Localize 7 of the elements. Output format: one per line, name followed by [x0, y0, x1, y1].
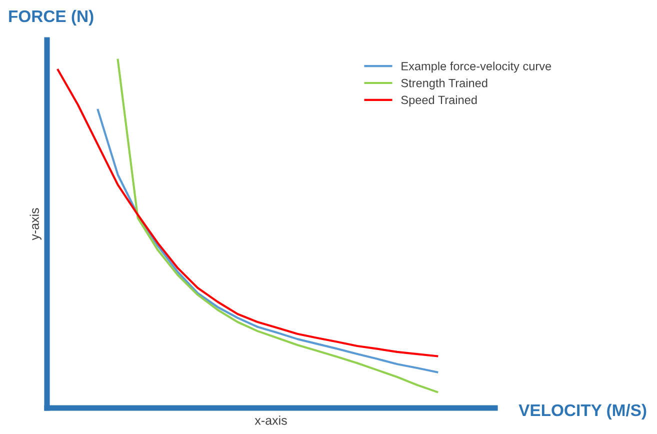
chart-title: FORCE (N) — [9, 10, 94, 26]
legend-label: Strength Trained — [401, 78, 488, 90]
x-axis-title: x-axis — [254, 416, 287, 425]
y-axis-title: y-axis — [30, 208, 42, 240]
text: VELOCITY (M/S) — [518, 404, 646, 420]
legend-label: Example force-velocity curve — [402, 62, 552, 73]
legend-label: Speed Trained — [401, 95, 477, 106]
